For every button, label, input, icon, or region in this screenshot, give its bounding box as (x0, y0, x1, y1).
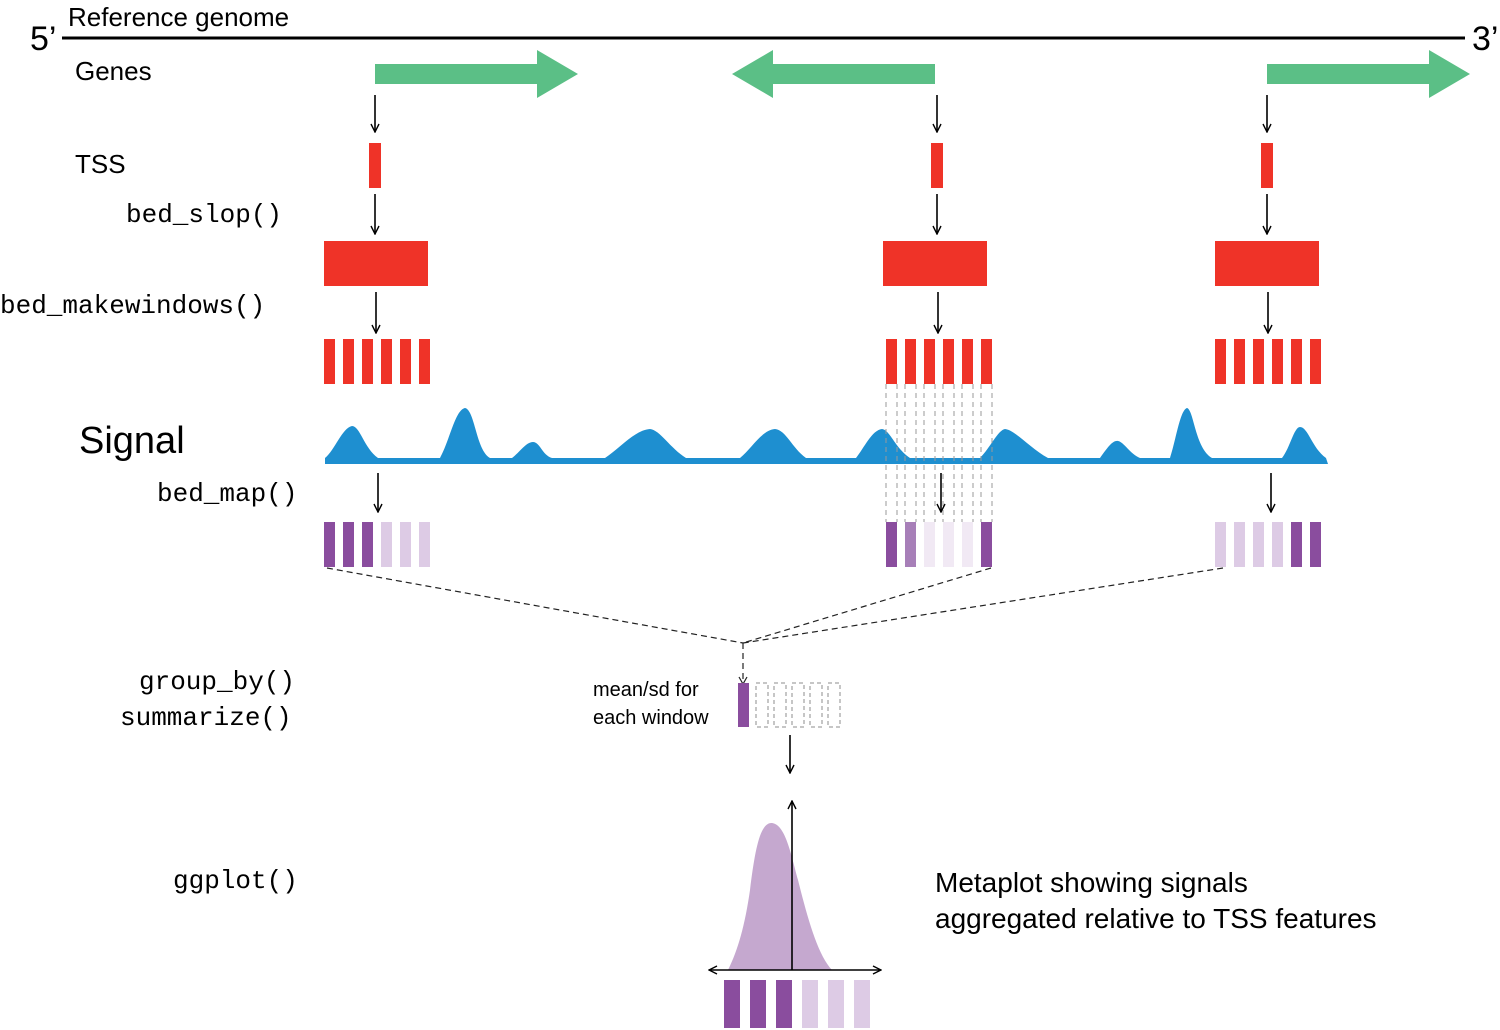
metaplot-window-bar (724, 980, 740, 1028)
window-bar (419, 339, 430, 384)
aggregation-line-1 (326, 567, 744, 644)
summary-empty-window (773, 682, 787, 728)
tss-mark-2 (931, 143, 943, 188)
map-bar (1234, 522, 1245, 567)
window-bar (343, 339, 354, 384)
summary-empty-window (809, 682, 823, 728)
map-bar (981, 522, 992, 567)
group-by-label: group_by() (139, 667, 295, 697)
map-group-2 (886, 522, 992, 567)
aggregation-line-3 (742, 567, 1224, 644)
metaplot-window-bar (828, 980, 844, 1028)
map-bar (924, 522, 935, 567)
tss-mark-3 (1261, 143, 1273, 188)
aggregation-lines (326, 567, 1224, 680)
metaplot-window-bar (854, 980, 870, 1028)
tss-marks (369, 143, 1273, 188)
window-bar (381, 339, 392, 384)
map-group-1 (324, 522, 430, 567)
map-bar (362, 522, 373, 567)
map-bar (886, 522, 897, 567)
window-groups (324, 339, 1321, 384)
map-group-3 (1215, 522, 1321, 567)
metaplot-curve (728, 822, 832, 970)
signal-track (325, 408, 1328, 464)
map-bar (324, 522, 335, 567)
window-bar (362, 339, 373, 384)
genome-title: Reference genome (68, 2, 289, 32)
gene-arrow-1 (375, 50, 578, 98)
map-bar (1272, 522, 1283, 567)
metaplot-caption-line-2: aggregated relative to TSS features (935, 903, 1377, 934)
window-bar (1215, 339, 1226, 384)
summary-label-line-1: mean/sd for (593, 679, 699, 701)
window-bar (1253, 339, 1264, 384)
metaplot-windows (724, 980, 870, 1028)
five-prime-label: 5’ (30, 20, 56, 58)
tss-label: TSS (75, 149, 126, 179)
tss-mark-1 (369, 143, 381, 188)
window-group-1 (324, 339, 430, 384)
map-bar (905, 522, 916, 567)
summary-window-filled (738, 683, 749, 727)
summary-windows: mean/sd for each window (593, 679, 841, 729)
map-groups (324, 522, 1321, 567)
flow-arrows (375, 95, 1271, 773)
window-bar (1291, 339, 1302, 384)
map-bar (400, 522, 411, 567)
three-prime-label: 3’ (1472, 20, 1498, 58)
window-bar (400, 339, 411, 384)
window-bar (962, 339, 973, 384)
summary-empty-window (755, 682, 769, 728)
slop-block-1 (324, 241, 428, 286)
signal-label: Signal (79, 420, 185, 462)
metaplot-window-bar (750, 980, 766, 1028)
slop-block-2 (883, 241, 987, 286)
bed-slop-label: bed_slop() (126, 200, 282, 230)
metaplot-window-bar (802, 980, 818, 1028)
map-bar (381, 522, 392, 567)
summary-empty-window (791, 682, 805, 728)
map-bar (419, 522, 430, 567)
map-bar (943, 522, 954, 567)
slop-blocks (324, 241, 1319, 286)
reference-genome: Reference genome 5’ 3’ (30, 2, 1498, 58)
window-group-3 (1215, 339, 1321, 384)
map-bar (1291, 522, 1302, 567)
metaplot (709, 801, 881, 1028)
summarize-label: summarize() (120, 703, 292, 733)
window-group-2 (886, 339, 992, 384)
metaplot-caption-line-1: Metaplot showing signals (935, 867, 1248, 898)
window-bar (1310, 339, 1321, 384)
window-bar (981, 339, 992, 384)
map-bar (1215, 522, 1226, 567)
window-projection-lines (885, 384, 993, 522)
ggplot-label: ggplot() (173, 866, 298, 896)
window-bar (1272, 339, 1283, 384)
window-bar (905, 339, 916, 384)
aggregation-line-2 (742, 567, 992, 644)
map-bar (1310, 522, 1321, 567)
window-bar (324, 339, 335, 384)
gene-arrow-3 (1267, 50, 1470, 98)
bed-makewindows-label: bed_makewindows() (0, 291, 265, 321)
window-bar (1234, 339, 1245, 384)
summary-label-line-2: each window (593, 707, 709, 729)
window-bar (924, 339, 935, 384)
summary-empty-window (827, 682, 841, 728)
map-bar (1253, 522, 1264, 567)
genes-label: Genes (75, 56, 152, 86)
map-bar (343, 522, 354, 567)
bed-map-label: bed_map() (157, 479, 297, 509)
row-labels: Genes TSS bed_slop() bed_makewindows() S… (0, 56, 298, 896)
window-bar (886, 339, 897, 384)
metaplot-window-bar (776, 980, 792, 1028)
slop-block-3 (1215, 241, 1319, 286)
gene-arrow-2 (732, 50, 935, 98)
window-bar (943, 339, 954, 384)
gene-arrows (375, 50, 1470, 98)
map-bar (962, 522, 973, 567)
summary-empty-windows (755, 682, 841, 728)
